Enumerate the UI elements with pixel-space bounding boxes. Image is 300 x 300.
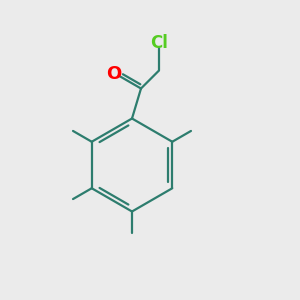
Text: O: O — [106, 65, 121, 83]
Text: Cl: Cl — [150, 34, 168, 52]
